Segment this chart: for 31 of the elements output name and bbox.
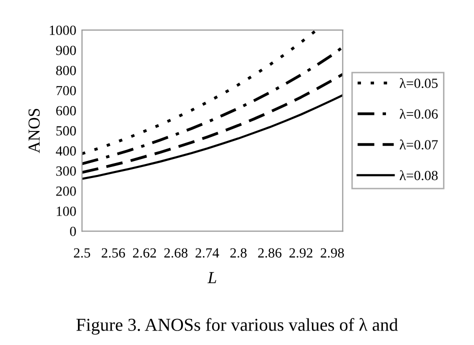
y-axis-title: ANOS: [28, 108, 40, 154]
legend-label: λ=0.08: [400, 170, 438, 180]
x-tick-label: 2.5: [74, 248, 90, 258]
x-tick-label: 2.8: [230, 248, 247, 258]
x-tick-label: 2.56: [102, 248, 126, 258]
line-series: [82, 72, 343, 174]
caption: Figure 3. ANOSs for various values of λ and: [76, 318, 398, 335]
y-tick-label: 0: [70, 226, 76, 236]
line-series: [82, 94, 343, 180]
x-tick-label: 2.62: [133, 248, 156, 258]
y-tick-label: 700: [56, 86, 76, 96]
x-axis-title: L: [208, 272, 216, 284]
y-tick-label: 1000: [50, 26, 76, 35]
y-tick-label: 600: [56, 106, 76, 116]
y-tick-label: 300: [56, 166, 76, 176]
y-tick-label: 400: [56, 146, 76, 156]
x-tick-label: 2.68: [164, 248, 188, 258]
line-series: [82, 46, 343, 166]
y-tick-label: 500: [56, 126, 76, 136]
x-tick-label: 2.74: [196, 248, 220, 258]
x-tick-label: 2.92: [289, 248, 312, 258]
legend-label: λ=0.06: [400, 108, 438, 119]
line-series: [82, 30, 318, 156]
x-tick-label: 2.98: [320, 248, 344, 258]
legend-label: λ=0.05: [400, 78, 438, 88]
y-tick-label: 900: [56, 46, 76, 56]
y-tick-label: 100: [56, 206, 76, 216]
legend-label: λ=0.07: [400, 140, 438, 150]
y-tick-label: 200: [56, 186, 76, 196]
y-tick-label: 800: [56, 66, 76, 76]
x-tick-label: 2.86: [258, 248, 282, 258]
